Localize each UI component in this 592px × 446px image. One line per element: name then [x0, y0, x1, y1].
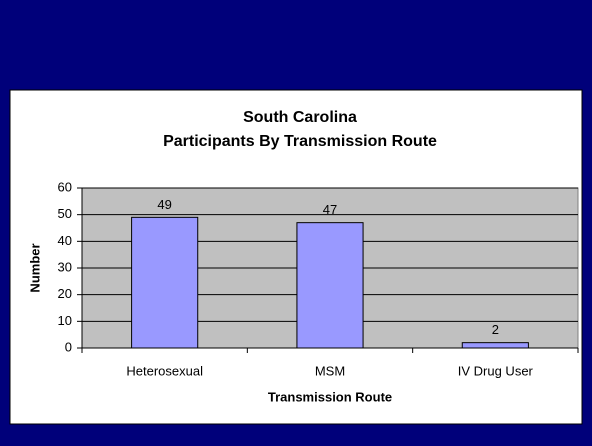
data-label: 49 — [157, 197, 171, 212]
data-label: 47 — [323, 202, 337, 217]
y-tick-label: 40 — [58, 233, 72, 248]
y-tick-label: 30 — [58, 259, 72, 274]
bar — [296, 222, 364, 349]
y-tick-label: 20 — [58, 286, 72, 301]
data-label: 2 — [492, 322, 499, 337]
bar — [131, 216, 199, 349]
chart-title: South Carolina — [243, 109, 357, 126]
y-tick-label: 60 — [58, 179, 72, 194]
chart-title: Participants By Transmission Route — [163, 133, 437, 150]
bar — [461, 342, 529, 349]
x-tick-label: Heterosexual — [126, 363, 203, 378]
x-tick-label: IV Drug User — [458, 363, 534, 378]
y-axis-title: Number — [27, 243, 42, 292]
y-tick-label: 0 — [65, 339, 72, 354]
y-tick-label: 50 — [58, 206, 72, 221]
y-tick-label: 10 — [58, 313, 72, 328]
x-axis-title: Transmission Route — [268, 389, 392, 404]
x-tick-label: MSM — [315, 363, 345, 378]
